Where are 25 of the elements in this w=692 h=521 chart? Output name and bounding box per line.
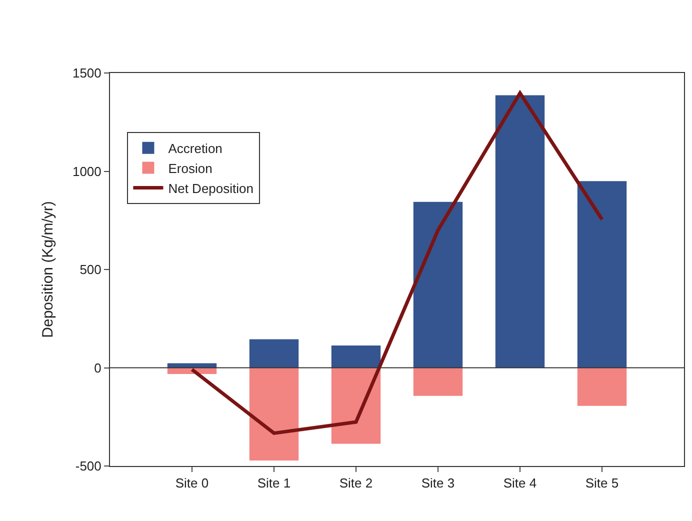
y-tick-label: 1000: [72, 164, 102, 179]
x-tick-label: Site 2: [339, 476, 373, 491]
bar: [167, 363, 217, 368]
y-tick-label: 0: [94, 360, 102, 376]
bar: [249, 339, 299, 368]
bar: [249, 368, 299, 460]
legend-label: Net Deposition: [168, 180, 254, 196]
bar: [413, 368, 463, 396]
bar: [495, 95, 545, 368]
bar: [331, 346, 381, 368]
x-tick-label: Site 3: [421, 476, 455, 491]
x-tick-label: Site 5: [585, 476, 619, 491]
legend-label: Erosion: [168, 160, 212, 176]
x-tick-label: Site 0: [175, 476, 209, 491]
bar: [577, 368, 627, 406]
bar: [331, 368, 381, 444]
x-tick-label: Site 1: [257, 476, 291, 491]
bar: [413, 202, 463, 368]
y-tick-label: -500: [75, 458, 102, 474]
y-tick-label: 500: [80, 262, 102, 278]
bar: [577, 181, 627, 368]
y-tick-label: 1500: [72, 66, 102, 81]
legend-label: Accretion: [168, 140, 222, 156]
x-tick-label: Site 4: [503, 476, 537, 491]
y-axis-title: Deposition (Kg/m/yr): [40, 201, 57, 338]
